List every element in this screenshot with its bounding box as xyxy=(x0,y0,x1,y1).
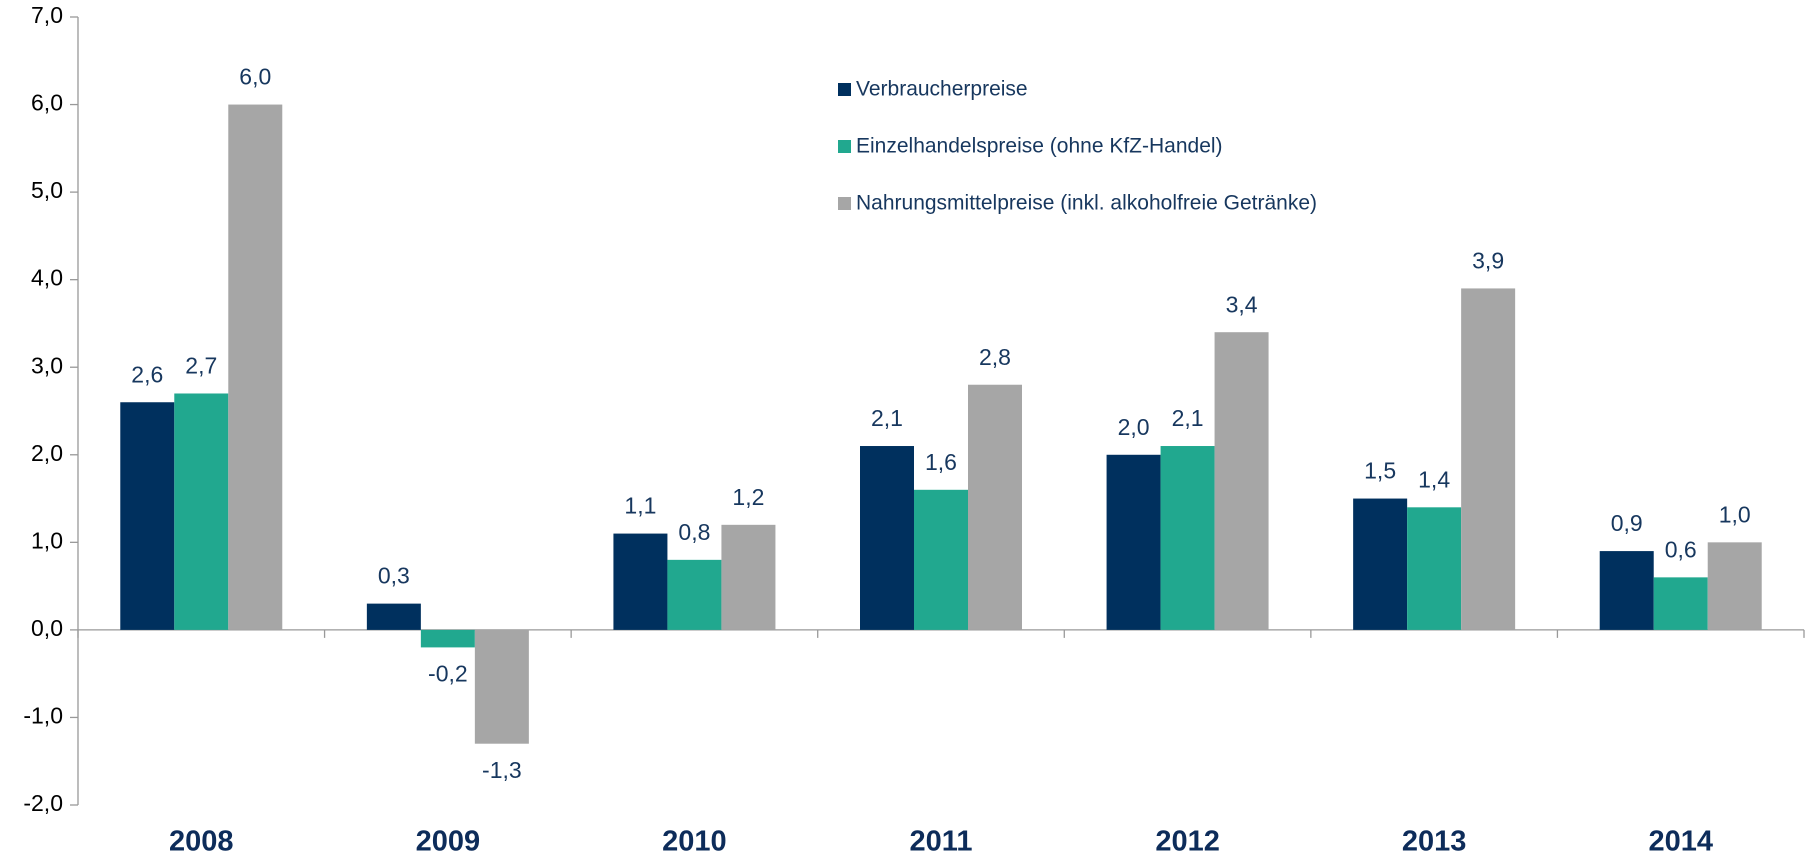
y-tick-label: -2,0 xyxy=(23,790,63,816)
value-label: 6,0 xyxy=(239,64,271,90)
bar xyxy=(968,384,1022,630)
y-tick-label: 0,0 xyxy=(31,615,63,641)
bar xyxy=(420,629,475,648)
bar xyxy=(1407,507,1462,630)
y-tick-label: 6,0 xyxy=(31,90,63,116)
x-tick-label: 2011 xyxy=(910,826,973,858)
value-label: 1,4 xyxy=(1418,466,1450,492)
bar xyxy=(613,533,668,630)
value-label: 2,6 xyxy=(131,361,163,387)
bar xyxy=(1653,577,1708,630)
value-label: 1,5 xyxy=(1364,458,1396,484)
value-label: 3,4 xyxy=(1226,291,1258,317)
x-tick-label: 2013 xyxy=(1402,826,1467,858)
value-label: 0,3 xyxy=(378,563,410,589)
legend-swatch xyxy=(838,83,851,96)
value-label: 0,9 xyxy=(1611,510,1643,536)
bar xyxy=(366,603,421,630)
value-label: 2,8 xyxy=(979,344,1011,370)
bar xyxy=(474,629,529,744)
bar xyxy=(1599,551,1654,630)
legend-label: Nahrungsmittelpreise (inkl. alkoholfreie… xyxy=(856,192,1317,215)
x-tick-label: 2012 xyxy=(1155,826,1220,858)
y-tick-label: 7,0 xyxy=(31,2,63,28)
bar xyxy=(721,524,776,630)
bar xyxy=(1707,542,1762,630)
value-label: 1,1 xyxy=(624,493,656,519)
legend-label: Einzelhandelspreise (ohne KfZ-Handel) xyxy=(856,135,1223,158)
bar xyxy=(1353,498,1408,630)
y-tick-label: 1,0 xyxy=(31,527,63,553)
bar xyxy=(1461,288,1516,630)
y-tick-label: 2,0 xyxy=(31,440,63,466)
x-tick-label: 2010 xyxy=(662,826,727,858)
x-tick-label: 2008 xyxy=(169,826,234,858)
legend-label: Verbraucherpreise xyxy=(856,78,1028,101)
y-tick-label: 5,0 xyxy=(31,177,63,203)
bar xyxy=(120,402,175,630)
bar xyxy=(667,559,722,630)
bar xyxy=(914,489,968,630)
value-label: 1,2 xyxy=(732,484,764,510)
value-label: 0,6 xyxy=(1665,536,1697,562)
value-label: 3,9 xyxy=(1472,248,1504,274)
value-label: 2,1 xyxy=(871,405,903,431)
value-label: 1,6 xyxy=(925,449,957,475)
value-label: 2,7 xyxy=(185,353,217,379)
bar xyxy=(174,393,229,630)
x-tick-label: 2014 xyxy=(1648,826,1713,858)
value-label: 2,1 xyxy=(1172,405,1204,431)
legend-swatch xyxy=(838,140,851,153)
x-tick-label: 2009 xyxy=(416,826,481,858)
bar xyxy=(1160,446,1215,630)
legend-swatch xyxy=(838,197,851,210)
bar xyxy=(228,104,283,630)
bar xyxy=(1214,332,1269,630)
y-tick-label: 3,0 xyxy=(31,352,63,378)
value-label: 2,0 xyxy=(1118,414,1150,440)
bar xyxy=(1106,454,1161,630)
value-label: 0,8 xyxy=(678,519,710,545)
y-tick-label: -1,0 xyxy=(23,703,63,729)
value-label: -0,2 xyxy=(428,660,468,686)
value-label: -1,3 xyxy=(482,757,522,783)
bar xyxy=(860,446,914,630)
y-tick-label: 4,0 xyxy=(31,265,63,291)
value-label: 1,0 xyxy=(1719,501,1751,527)
